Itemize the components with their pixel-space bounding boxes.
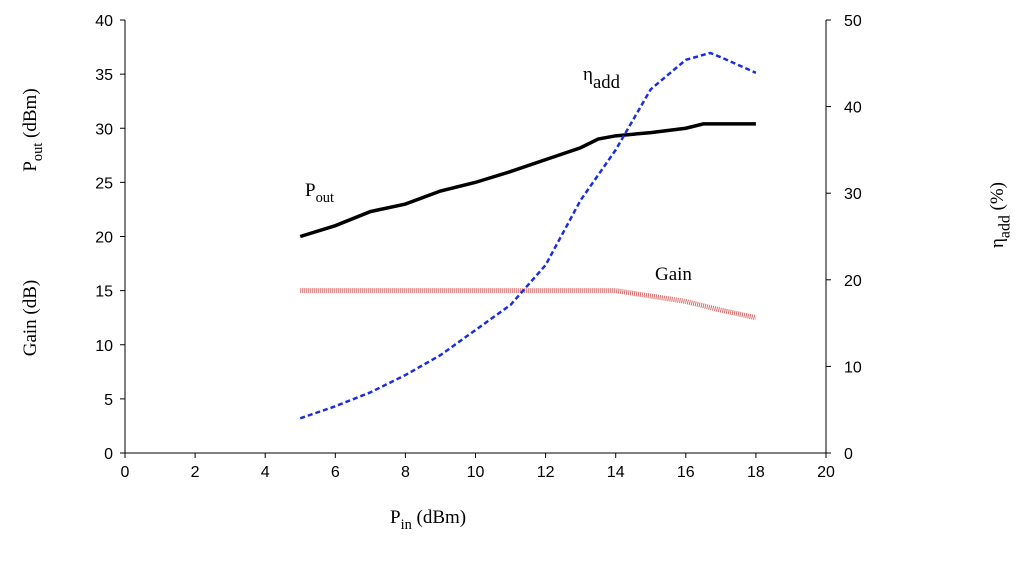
y-tick-label: 20 xyxy=(95,230,113,247)
label-part: η xyxy=(583,64,593,85)
series-label: Gain xyxy=(655,264,692,285)
x-tick-label: 12 xyxy=(537,464,555,481)
subscript: add xyxy=(593,72,621,93)
y2-tick-label: 20 xyxy=(844,273,862,290)
label-part: (dBm) xyxy=(412,507,466,528)
x-tick-label: 20 xyxy=(817,464,835,481)
x-tick-label: 0 xyxy=(121,464,130,481)
x-tick-label: 16 xyxy=(677,464,695,481)
x-tick-label: 2 xyxy=(191,464,200,481)
x-tick-label: 8 xyxy=(401,464,410,481)
label-part: P xyxy=(390,507,401,528)
y-tick-label: 5 xyxy=(104,392,113,409)
series-label: ηadd xyxy=(583,64,621,93)
y2-tick-label: 0 xyxy=(844,446,853,463)
series-label: Pout xyxy=(305,180,334,206)
x-tick-label: 10 xyxy=(467,464,485,481)
y-axis-label-2: Gain (dB) xyxy=(20,280,41,357)
y2-tick-label: 40 xyxy=(844,100,862,117)
y2-tick-label: 30 xyxy=(844,186,862,203)
y2-axis-label: ηadd (%) xyxy=(987,182,1014,248)
y-tick-label: 30 xyxy=(95,121,113,138)
subscript: out xyxy=(30,143,46,161)
label-part: Gain xyxy=(655,264,692,285)
series-line xyxy=(300,288,757,321)
x-tick-label: 6 xyxy=(331,464,340,481)
y-tick-label: 15 xyxy=(95,284,113,301)
y2-tick-label: 10 xyxy=(844,359,862,376)
label-part: P xyxy=(20,161,41,172)
series-line xyxy=(299,51,757,420)
x-tick-label: 4 xyxy=(261,464,270,481)
y-tick-label: 25 xyxy=(95,175,113,192)
y-tick-label: 35 xyxy=(95,67,113,84)
subscript: out xyxy=(316,190,334,206)
subscript: add xyxy=(997,215,1014,238)
y-tick-label: 10 xyxy=(95,338,113,355)
y-axis-label: Pout (dBm) xyxy=(20,88,46,171)
x-tick-label: 14 xyxy=(607,464,625,481)
x-tick-label: 18 xyxy=(747,464,765,481)
label-part: P xyxy=(305,180,316,201)
y-tick-label: 0 xyxy=(104,446,113,463)
y-tick-label: 40 xyxy=(95,13,113,30)
label-part: (dBm) xyxy=(20,88,41,142)
x-axis-label: Pin (dBm) xyxy=(390,507,466,533)
y2-tick-label: 50 xyxy=(844,13,862,30)
subscript: in xyxy=(401,517,412,533)
series-line xyxy=(299,122,756,239)
label-part: η xyxy=(987,238,1008,248)
label-part: (%) xyxy=(987,182,1008,215)
